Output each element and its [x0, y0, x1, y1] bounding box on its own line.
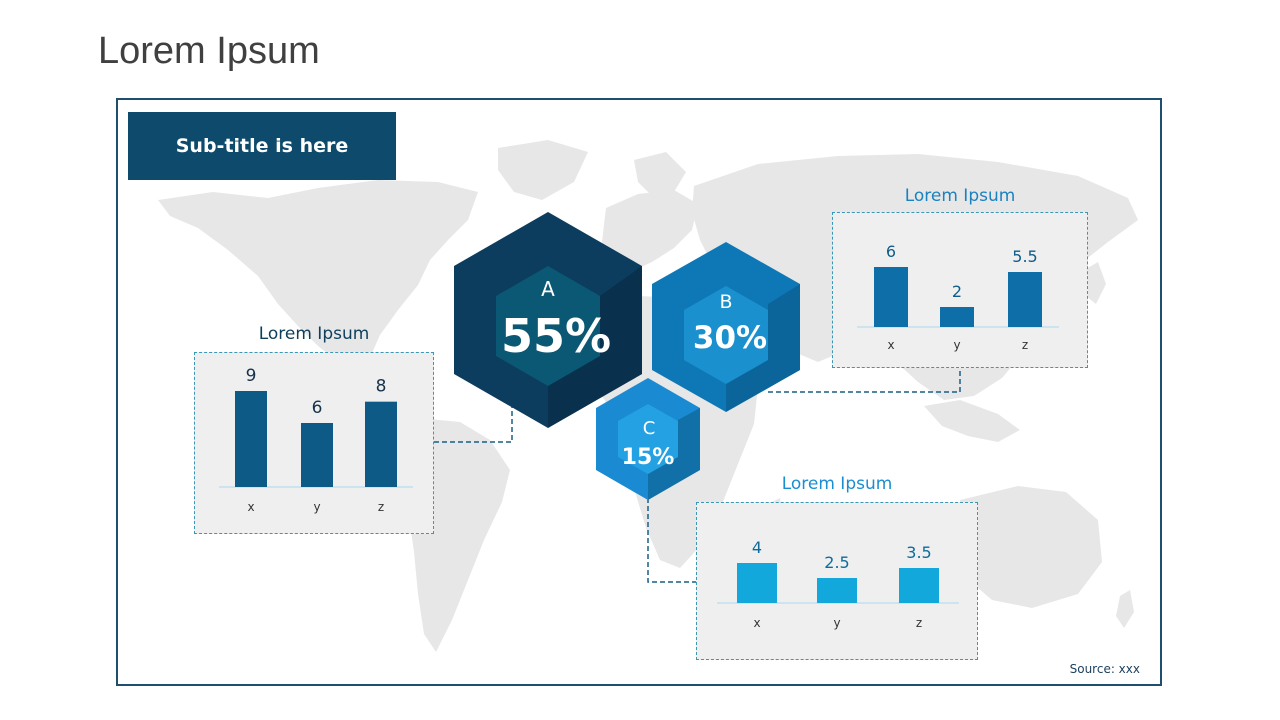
chart-0-bar-y [301, 423, 333, 487]
hexagon-b-inner [684, 286, 768, 384]
chart-1-tick-label-y: y [953, 338, 960, 352]
map-new-zealand [1116, 590, 1134, 628]
chart-1-value-label-x: 6 [886, 242, 896, 261]
hexagon-a-letter: A [541, 277, 555, 301]
bar-chart-left: 9 x 6 y 8 z [219, 366, 413, 514]
map-greenland [498, 140, 588, 200]
hexagon-b-letter: B [719, 291, 732, 313]
chart-2-bar-x [737, 563, 777, 603]
chart-2-tick-label-z: z [916, 616, 922, 630]
chart-2-tick-label-y: y [833, 616, 840, 630]
hexagon-a-shadow [548, 266, 642, 428]
chart-left-title: Lorem Ipsum [258, 324, 370, 344]
hexagon-c-letter: C [643, 418, 656, 439]
map-scandinavia [634, 152, 686, 196]
chart-2-tick-label-x: x [753, 616, 760, 630]
chart-1-value-label-y: 2 [952, 282, 962, 301]
chart-0-tick-label-x: x [247, 500, 254, 514]
chart-2-value-label-y: 2.5 [824, 553, 849, 572]
chart-1-tick-label-z: z [1022, 338, 1028, 352]
map-europe [602, 190, 698, 272]
hexagon-c: C 15% [596, 378, 700, 500]
hexagon-b-value: 30% [693, 320, 767, 356]
chart-0-tick-label-z: z [378, 500, 384, 514]
map-southeast-asia [924, 400, 1020, 442]
hexagon-group: A 55% B 30% C 15% [434, 212, 961, 583]
map-japan [1084, 262, 1106, 304]
chart-1-tick-label-x: x [887, 338, 894, 352]
chart-2-bar-z [899, 568, 939, 603]
chart-panel-bottom: 4 x 2.5 y 3.5 z [696, 502, 978, 660]
page-title: Lorem Ipsum [98, 30, 320, 72]
hexagon-a-value: 55% [501, 309, 611, 363]
chart-0-tick-label-y: y [313, 500, 320, 514]
chart-1-bar-z [1008, 272, 1042, 327]
chart-right-title: Lorem Ipsum [904, 186, 1016, 206]
map-australia [950, 486, 1102, 608]
connector-line-left [434, 396, 513, 443]
source-note: Source: xxx [1069, 662, 1140, 676]
hexagon-c-value: 15% [622, 445, 675, 470]
chart-0-bar-z [365, 401, 397, 487]
subtitle-banner: Sub-title is here [128, 112, 396, 180]
chart-panel-right: 6 x 2 y 5.5 z [832, 212, 1088, 368]
map-north-america [158, 180, 478, 376]
bar-chart-bottom: 4 x 2.5 y 3.5 z [717, 538, 959, 630]
chart-0-bar-x [235, 391, 267, 487]
hexagon-b-shadow [726, 284, 800, 412]
hexagon-b: B 30% [652, 242, 800, 412]
chart-1-bar-y [940, 307, 974, 327]
hexagon-a-inner [496, 266, 600, 386]
connector-line-right [768, 368, 961, 393]
chart-0-value-label-y: 6 [312, 398, 323, 418]
hexagon-c-shadow [648, 408, 700, 500]
chart-0-value-label-z: 8 [376, 377, 387, 397]
hexagon-c-inner [618, 404, 678, 474]
chart-2-value-label-z: 3.5 [906, 543, 931, 562]
chart-2-value-label-x: 4 [752, 538, 762, 557]
chart-panel-left: 9 x 6 y 8 z [194, 352, 434, 534]
connector-line-bottom [647, 498, 696, 583]
chart-1-value-label-z: 5.5 [1012, 247, 1037, 266]
content-frame: Sub-title is here A 55% B 30% C 15 [116, 98, 1162, 686]
chart-bottom-title: Lorem Ipsum [781, 474, 893, 494]
hexagon-a: A 55% [454, 212, 642, 428]
chart-1-bar-x [874, 267, 908, 327]
bar-chart-right: 6 x 2 y 5.5 z [857, 242, 1059, 352]
chart-2-bar-y [817, 578, 857, 603]
chart-0-value-label-x: 9 [246, 366, 257, 386]
